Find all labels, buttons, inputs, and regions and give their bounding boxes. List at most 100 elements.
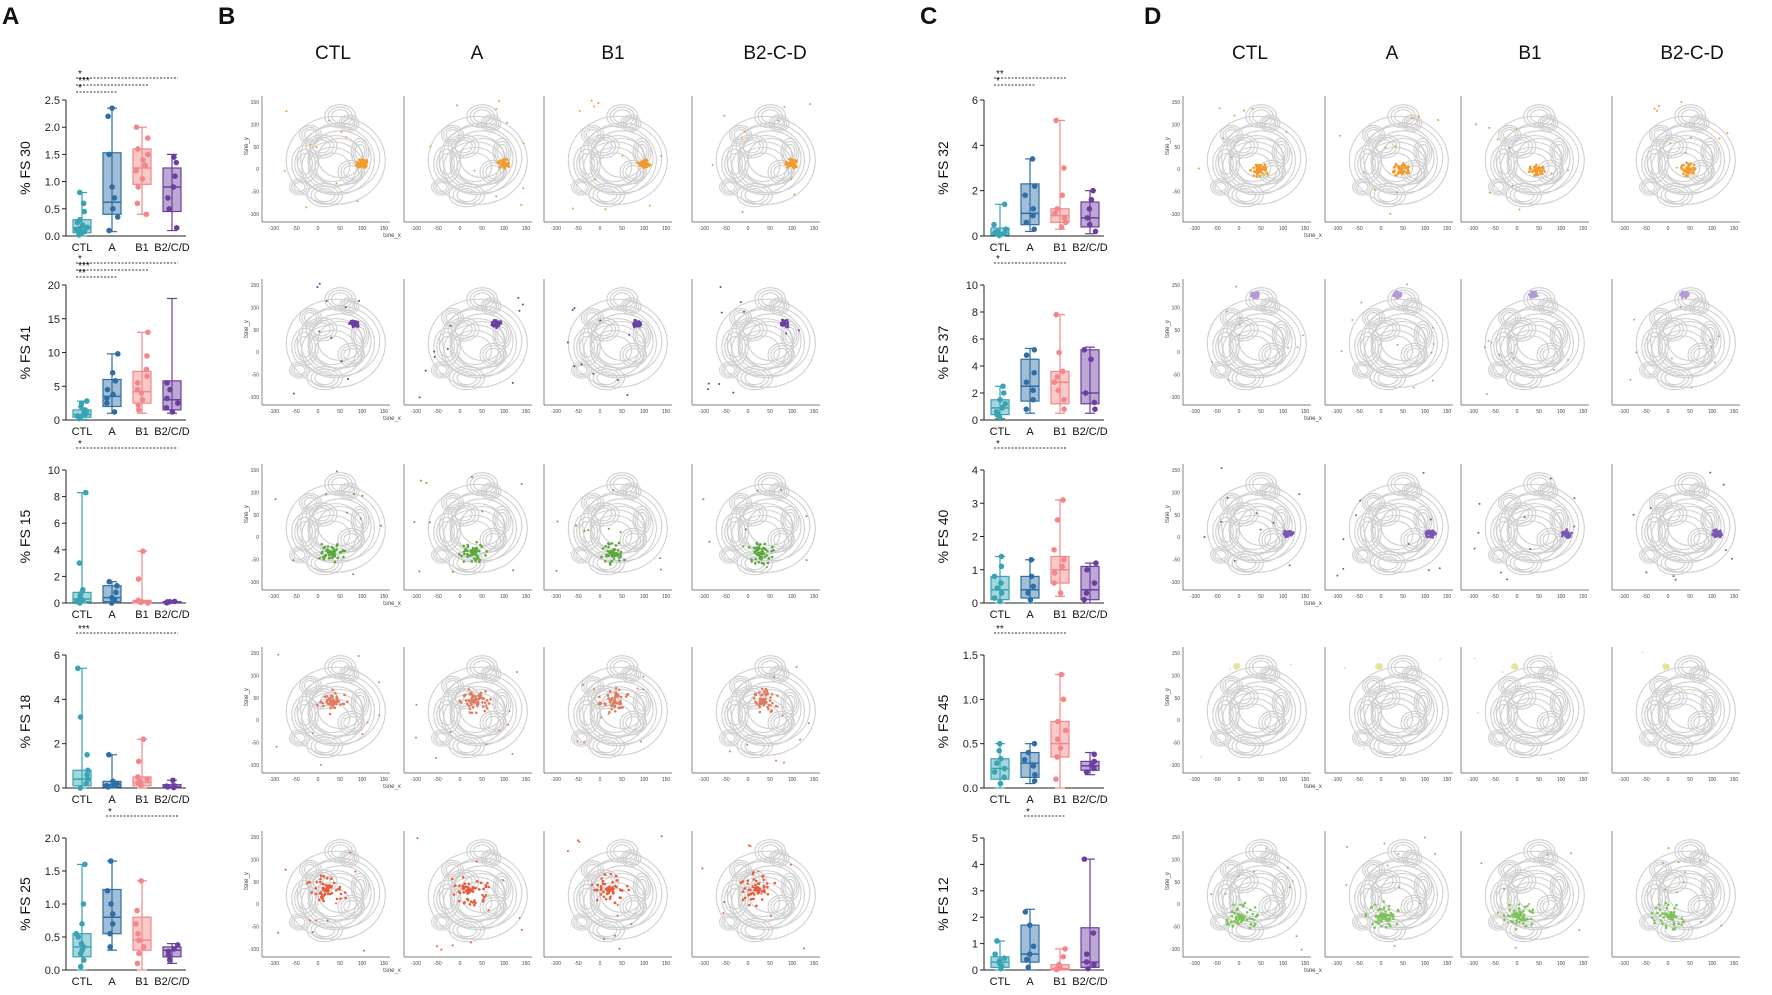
tsne-y-tick-label: 100 bbox=[251, 305, 260, 311]
tsne-point bbox=[469, 691, 473, 694]
tsne-point bbox=[505, 164, 508, 168]
data-point bbox=[171, 782, 178, 789]
tsne-point bbox=[757, 691, 761, 694]
tsne-point bbox=[794, 164, 797, 168]
tsne-contour bbox=[482, 345, 505, 365]
tsne-contour bbox=[1368, 502, 1401, 527]
tsne-point bbox=[1255, 512, 1258, 515]
tsne-x-tick-label: -100 bbox=[269, 226, 279, 232]
tsne-point bbox=[1686, 162, 1690, 166]
tsne-contour bbox=[1356, 364, 1369, 376]
tsne-contour bbox=[738, 498, 802, 554]
tsne-contour bbox=[1403, 484, 1421, 499]
tsne-point bbox=[739, 301, 742, 304]
tsne-point bbox=[596, 883, 600, 887]
tsne-point bbox=[1670, 357, 1673, 360]
tsne-plot: -100 -50 0 50 100 150 bbox=[1611, 96, 1740, 232]
tsne-point bbox=[1210, 360, 1213, 363]
tsne-x-tick-label: 150 bbox=[1579, 594, 1588, 600]
tsne-point bbox=[466, 552, 469, 556]
x-tick-label: CTL bbox=[72, 794, 93, 806]
tsne-contour bbox=[588, 733, 625, 759]
data-point bbox=[993, 409, 1000, 415]
tsne-contour bbox=[740, 368, 770, 388]
tsne-contour bbox=[343, 347, 360, 362]
tsne-contour bbox=[340, 484, 358, 499]
tsne-contour bbox=[338, 482, 360, 500]
tsne-contour bbox=[1352, 546, 1373, 564]
tsne-contour bbox=[294, 148, 316, 179]
tsne-point bbox=[607, 527, 610, 530]
data-point bbox=[114, 214, 121, 220]
x-tick-label: B1 bbox=[135, 794, 148, 806]
tsne-point bbox=[425, 481, 428, 484]
tsne-x-tick-label: 150 bbox=[380, 961, 389, 967]
tsne-point bbox=[1407, 542, 1410, 545]
tsne-point bbox=[324, 884, 328, 887]
tsne-point bbox=[750, 560, 753, 563]
tsne-plot: -100 -50 0 50 100 150 bbox=[403, 96, 532, 232]
tsne-contour bbox=[773, 532, 790, 547]
tsne-x-tick-label: 0 bbox=[459, 409, 462, 415]
tsne-point bbox=[479, 881, 483, 885]
tsne-point bbox=[345, 700, 349, 704]
tsne-contour bbox=[1231, 553, 1261, 573]
tsne-x-tick-label: -100 bbox=[699, 777, 709, 783]
tsne-point bbox=[771, 701, 774, 705]
tsne-point bbox=[325, 887, 329, 891]
tsne-point bbox=[1282, 532, 1286, 536]
tsne-x-tick-label: 100 bbox=[500, 594, 509, 600]
data-point bbox=[998, 553, 1005, 560]
tsne-contour bbox=[354, 511, 366, 529]
tsne-point bbox=[766, 693, 769, 696]
tsne-point bbox=[760, 898, 764, 901]
tsne-contour bbox=[485, 347, 502, 362]
tsne-contour bbox=[1368, 685, 1401, 710]
tsne-point bbox=[325, 300, 328, 303]
data-point bbox=[1091, 399, 1098, 406]
y-tick-label: 0 bbox=[972, 415, 978, 427]
tsne-contour bbox=[482, 484, 500, 499]
tsne-point bbox=[285, 110, 288, 113]
tsne-point bbox=[753, 550, 757, 553]
x-tick-label: CTL bbox=[72, 242, 93, 254]
data-point bbox=[999, 405, 1006, 411]
tsne-contour bbox=[480, 665, 502, 683]
tsne-x-tick-label: -100 bbox=[699, 226, 709, 232]
tsne-contour bbox=[431, 729, 452, 747]
tsne-contour bbox=[354, 694, 366, 712]
tsne-point bbox=[1552, 369, 1555, 372]
tsne-point bbox=[358, 165, 361, 169]
tsne-point bbox=[785, 332, 788, 335]
tsne-point bbox=[1686, 168, 1690, 172]
tsne-contour bbox=[310, 185, 340, 205]
tsne-point bbox=[1682, 172, 1685, 176]
tsne-x-tick-label: -50 bbox=[434, 961, 441, 967]
tsne-contour bbox=[1390, 106, 1416, 126]
tsne-point bbox=[522, 142, 525, 145]
tsne-contour bbox=[450, 130, 514, 186]
tsne-contour bbox=[1504, 502, 1537, 527]
data-point bbox=[133, 921, 139, 927]
tsne-x-tick-label: 0 bbox=[317, 777, 320, 783]
tsne-point bbox=[435, 756, 438, 759]
tsne-contour bbox=[1261, 667, 1279, 682]
tsne-contour bbox=[469, 106, 495, 126]
tsne-contour bbox=[1354, 695, 1382, 734]
data-point bbox=[144, 373, 150, 379]
y-tick-label: 4 bbox=[54, 694, 60, 706]
tsne-point bbox=[702, 498, 705, 501]
tsne-contour bbox=[622, 667, 640, 682]
x-tick-label: A bbox=[1026, 794, 1034, 806]
tsne-x-tick-label: -50 bbox=[292, 777, 299, 783]
tsne-point bbox=[360, 162, 364, 166]
tsne-contour bbox=[1271, 137, 1291, 167]
tsne-point bbox=[614, 692, 617, 696]
tsne-contour bbox=[1264, 532, 1281, 547]
y-tick-label: 0.5 bbox=[963, 739, 978, 751]
tsne-point bbox=[635, 324, 639, 328]
data-point bbox=[167, 386, 173, 393]
data-point bbox=[1088, 196, 1095, 203]
tsne-contour bbox=[1354, 327, 1382, 366]
data-point bbox=[81, 208, 88, 215]
